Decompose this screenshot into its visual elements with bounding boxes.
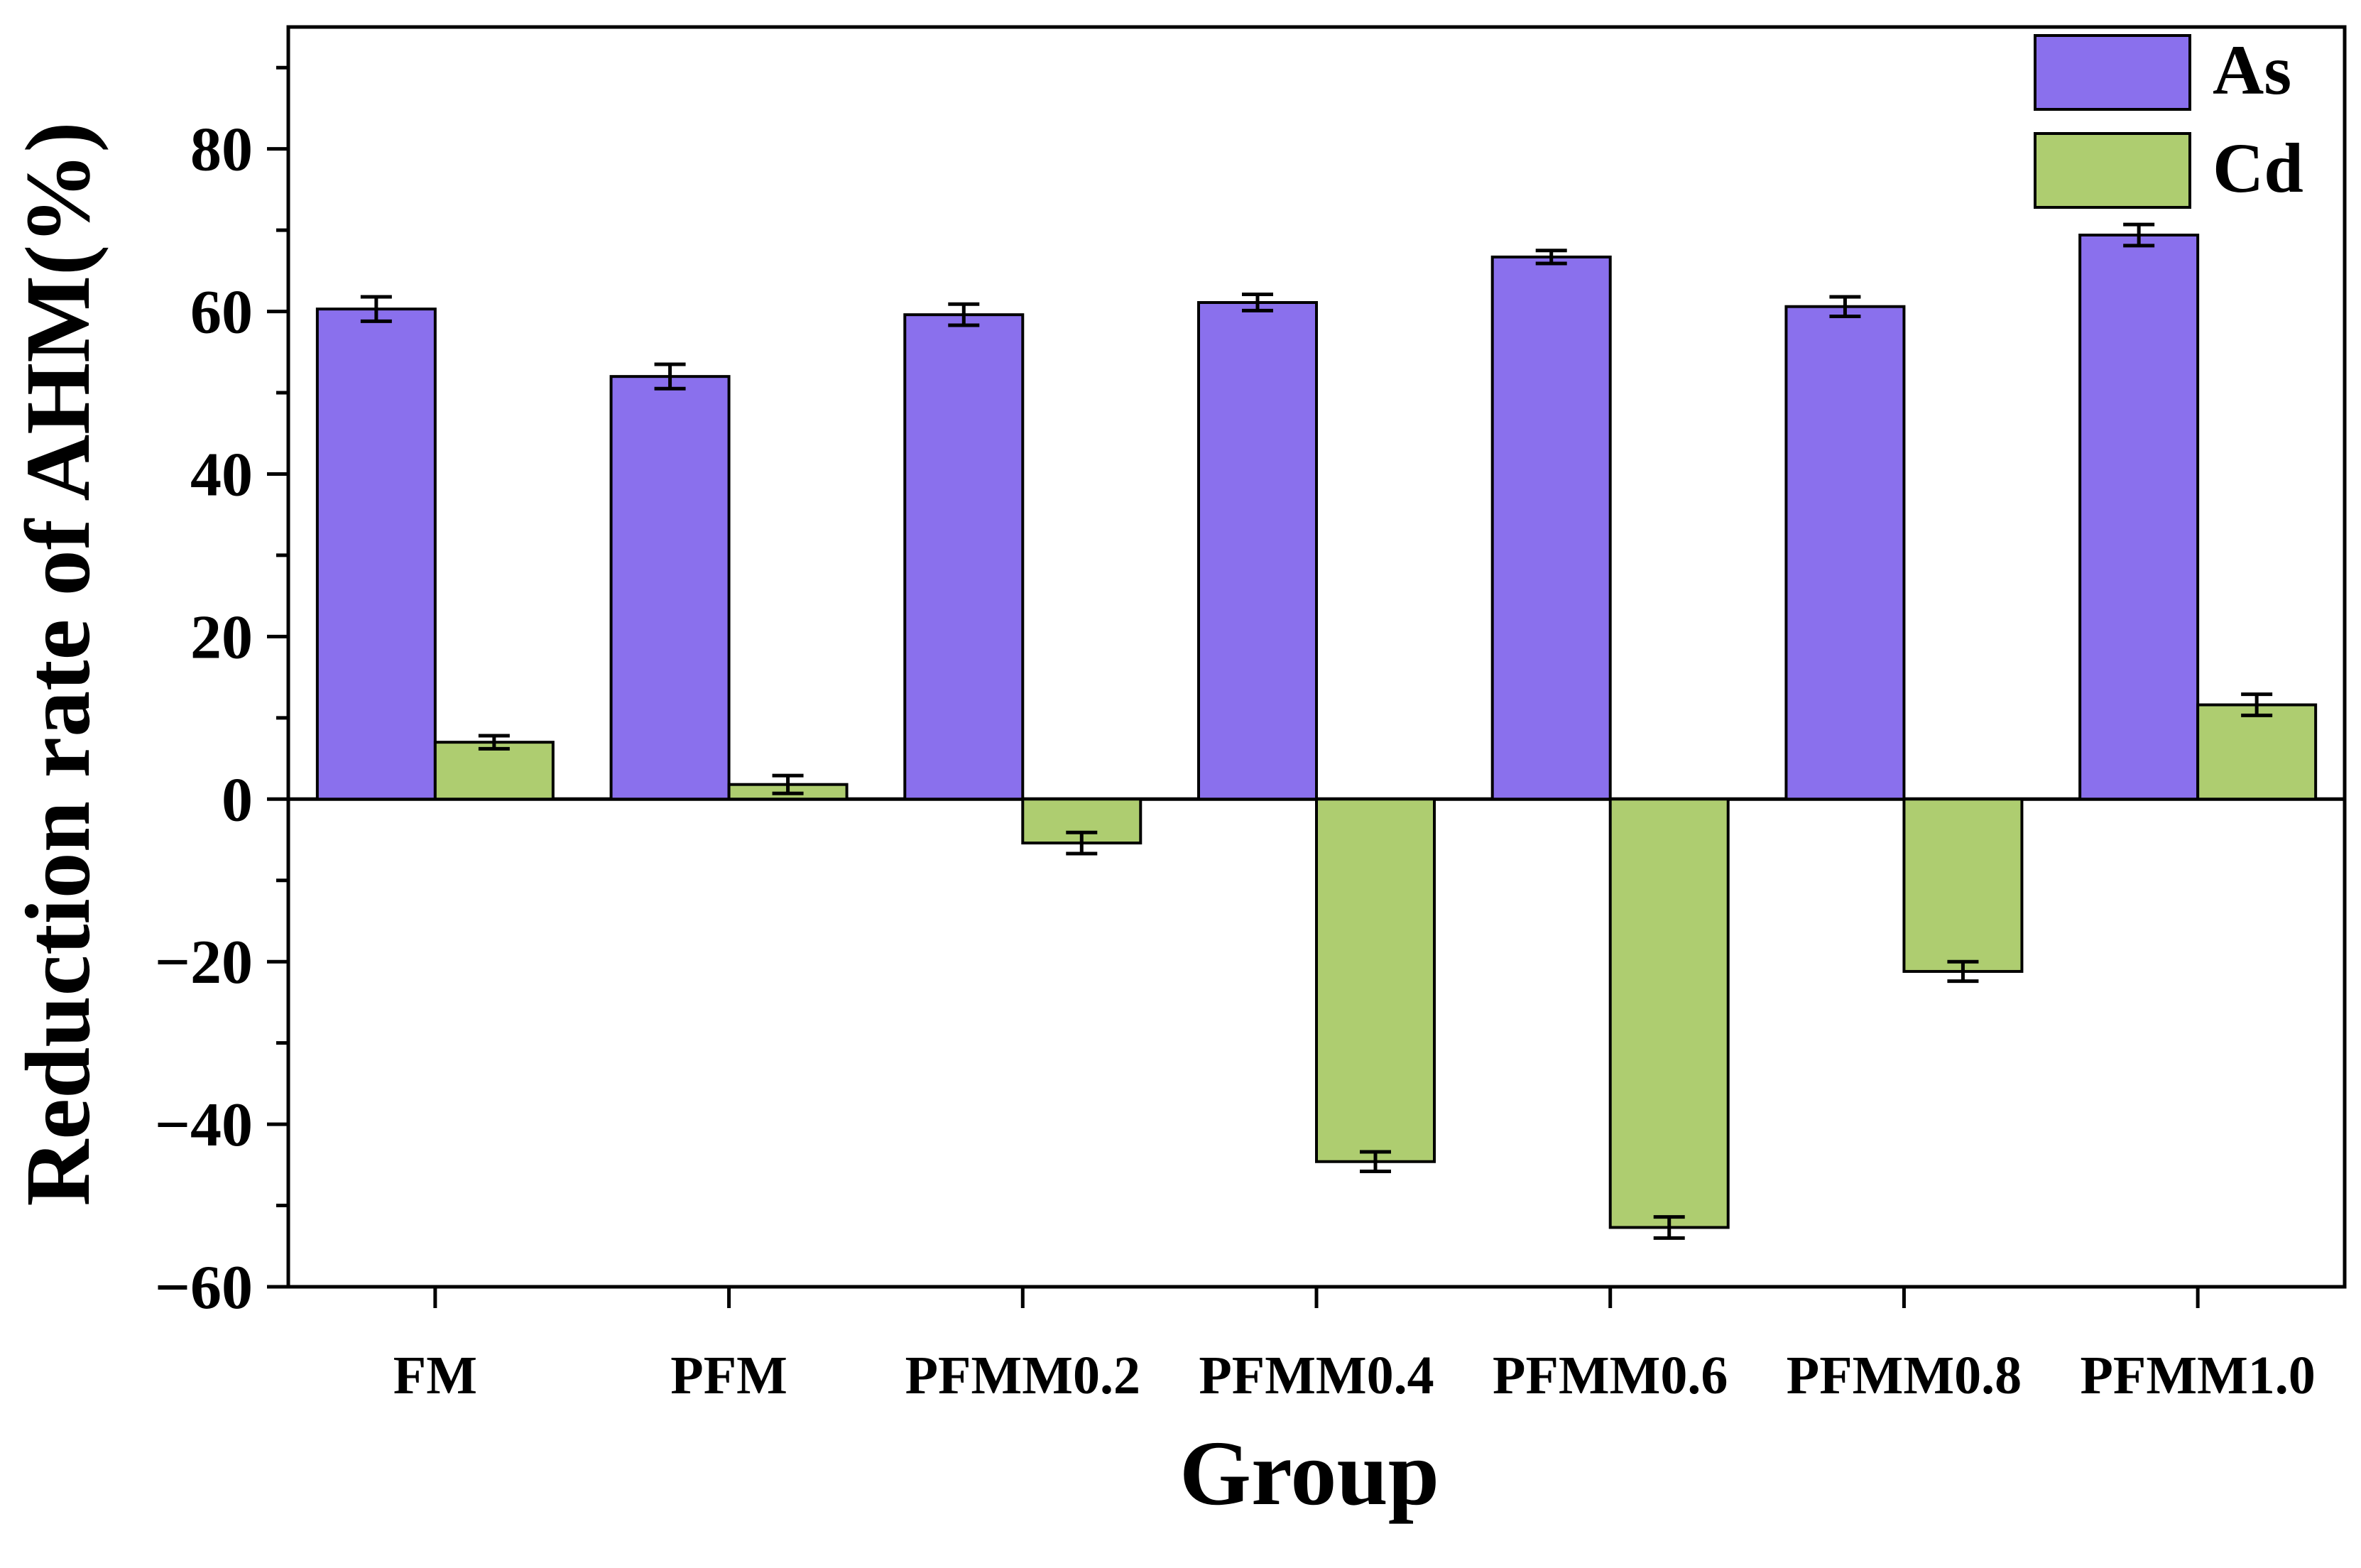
y-tick-label: −40 [155,1091,253,1160]
bar-cd-pfmm0-8 [1902,797,2024,973]
x-tick-label: PFMM1.0 [2080,1346,2315,1405]
y-tick-label: −60 [155,1253,253,1322]
bar-as-pfmm0-2 [903,313,1025,801]
x-axis-title: Group [1179,1422,1439,1525]
x-tick-label: FM [393,1346,477,1405]
legend: As Cd [2034,31,2303,209]
bar-as-pfm [609,375,731,801]
bar-as-pfmm0-8 [1784,305,1906,801]
legend-label-cd: Cd [2213,129,2303,207]
x-tick-label: PFMM0.6 [1493,1346,1728,1405]
x-tick-label: PFM [670,1346,787,1405]
y-tick-label: 0 [222,766,253,834]
bar-as-pfmm0-4 [1197,300,1318,801]
y-axis-title: Reduction rate of AHM(%) [7,121,109,1206]
y-tick-label: 40 [190,440,253,509]
bar-as-pfmm1-0 [2078,233,2200,801]
bar-cd-pfmm0-4 [1315,797,1436,1163]
x-tick-label: PFMM0.2 [905,1346,1140,1405]
bar-as-pfmm0-6 [1490,255,1612,801]
y-tick-label: −20 [155,928,253,997]
legend-swatch-as [2034,34,2191,111]
bar-as-fm [315,307,437,801]
y-tick-label: 80 [190,116,253,185]
bar-cd-pfmm1-0 [2196,703,2318,801]
legend-label-as: As [2213,31,2291,109]
x-tick-label: PFMM0.8 [1787,1346,2022,1405]
y-tick-label: 20 [190,603,253,672]
bar-cd-fm [433,741,555,801]
bar-cd-pfmm0-6 [1608,797,1730,1229]
legend-swatch-cd [2034,132,2191,209]
labels-group: −60 −40 −20 0 20 40 60 80 FM PFM PFMM0.2 PFMM0.4 PFM… [7,116,2316,1525]
y-tick-label: 60 [190,278,253,347]
bars-group [315,233,2318,1229]
error-bars-group [360,222,2273,1240]
x-tick-label: PFMM0.4 [1199,1346,1434,1405]
